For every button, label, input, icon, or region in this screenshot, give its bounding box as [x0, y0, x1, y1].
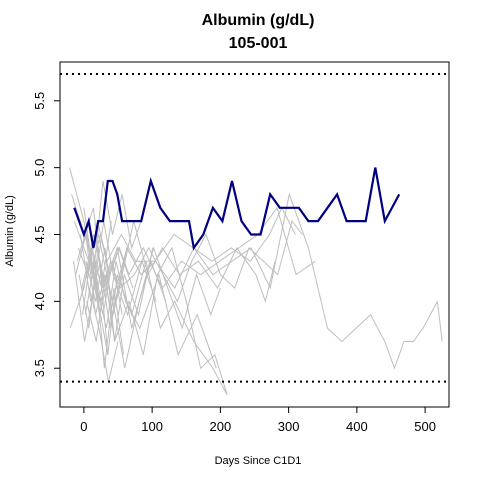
- background-series-line-9: [83, 180, 142, 275]
- y-tick-label: 5.5: [32, 92, 47, 110]
- y-tick-label: 3.5: [32, 359, 47, 377]
- x-axis: 0 100 200 300 400 500: [80, 406, 436, 434]
- x-tick-label: 400: [346, 419, 368, 434]
- background-series-line-19: [90, 206, 316, 289]
- reference-lines: [60, 73, 449, 383]
- background-series-line-14: [81, 219, 303, 303]
- background-series-line-21: [85, 247, 154, 342]
- background-series-line-15: [88, 287, 119, 382]
- x-tick-label: 0: [80, 419, 87, 434]
- chart-subtitle: 105-001: [229, 35, 288, 52]
- y-tick-label: 4.5: [32, 225, 47, 243]
- background-series-line-20: [79, 246, 134, 315]
- y-tick-label: 4.0: [32, 292, 47, 310]
- background-series-group: [69, 167, 443, 396]
- y-tick-label: 5.0: [32, 159, 47, 177]
- background-series-line-5: [78, 247, 228, 396]
- background-series-line-11: [84, 261, 124, 369]
- background-series-line-18: [82, 221, 112, 315]
- x-axis-label: Days Since C1D1: [215, 455, 302, 467]
- x-tick-label: 100: [141, 419, 163, 434]
- highlight-series-line: [73, 167, 401, 251]
- chart-title: Albumin (g/dL): [202, 12, 315, 29]
- y-axis-label: Albumin (g/dL): [4, 195, 16, 267]
- x-tick-label: 300: [278, 419, 300, 434]
- highlight-series-group: [73, 167, 401, 251]
- background-series-line-6: [69, 192, 438, 370]
- background-series-line-8: [80, 220, 276, 329]
- y-axis: 3.5 4.0 4.5 5.0 5.5: [32, 92, 61, 377]
- background-series-line-7: [436, 301, 443, 342]
- x-tick-label: 200: [210, 419, 232, 434]
- background-series-line-16: [73, 221, 157, 342]
- x-tick-label: 500: [414, 419, 436, 434]
